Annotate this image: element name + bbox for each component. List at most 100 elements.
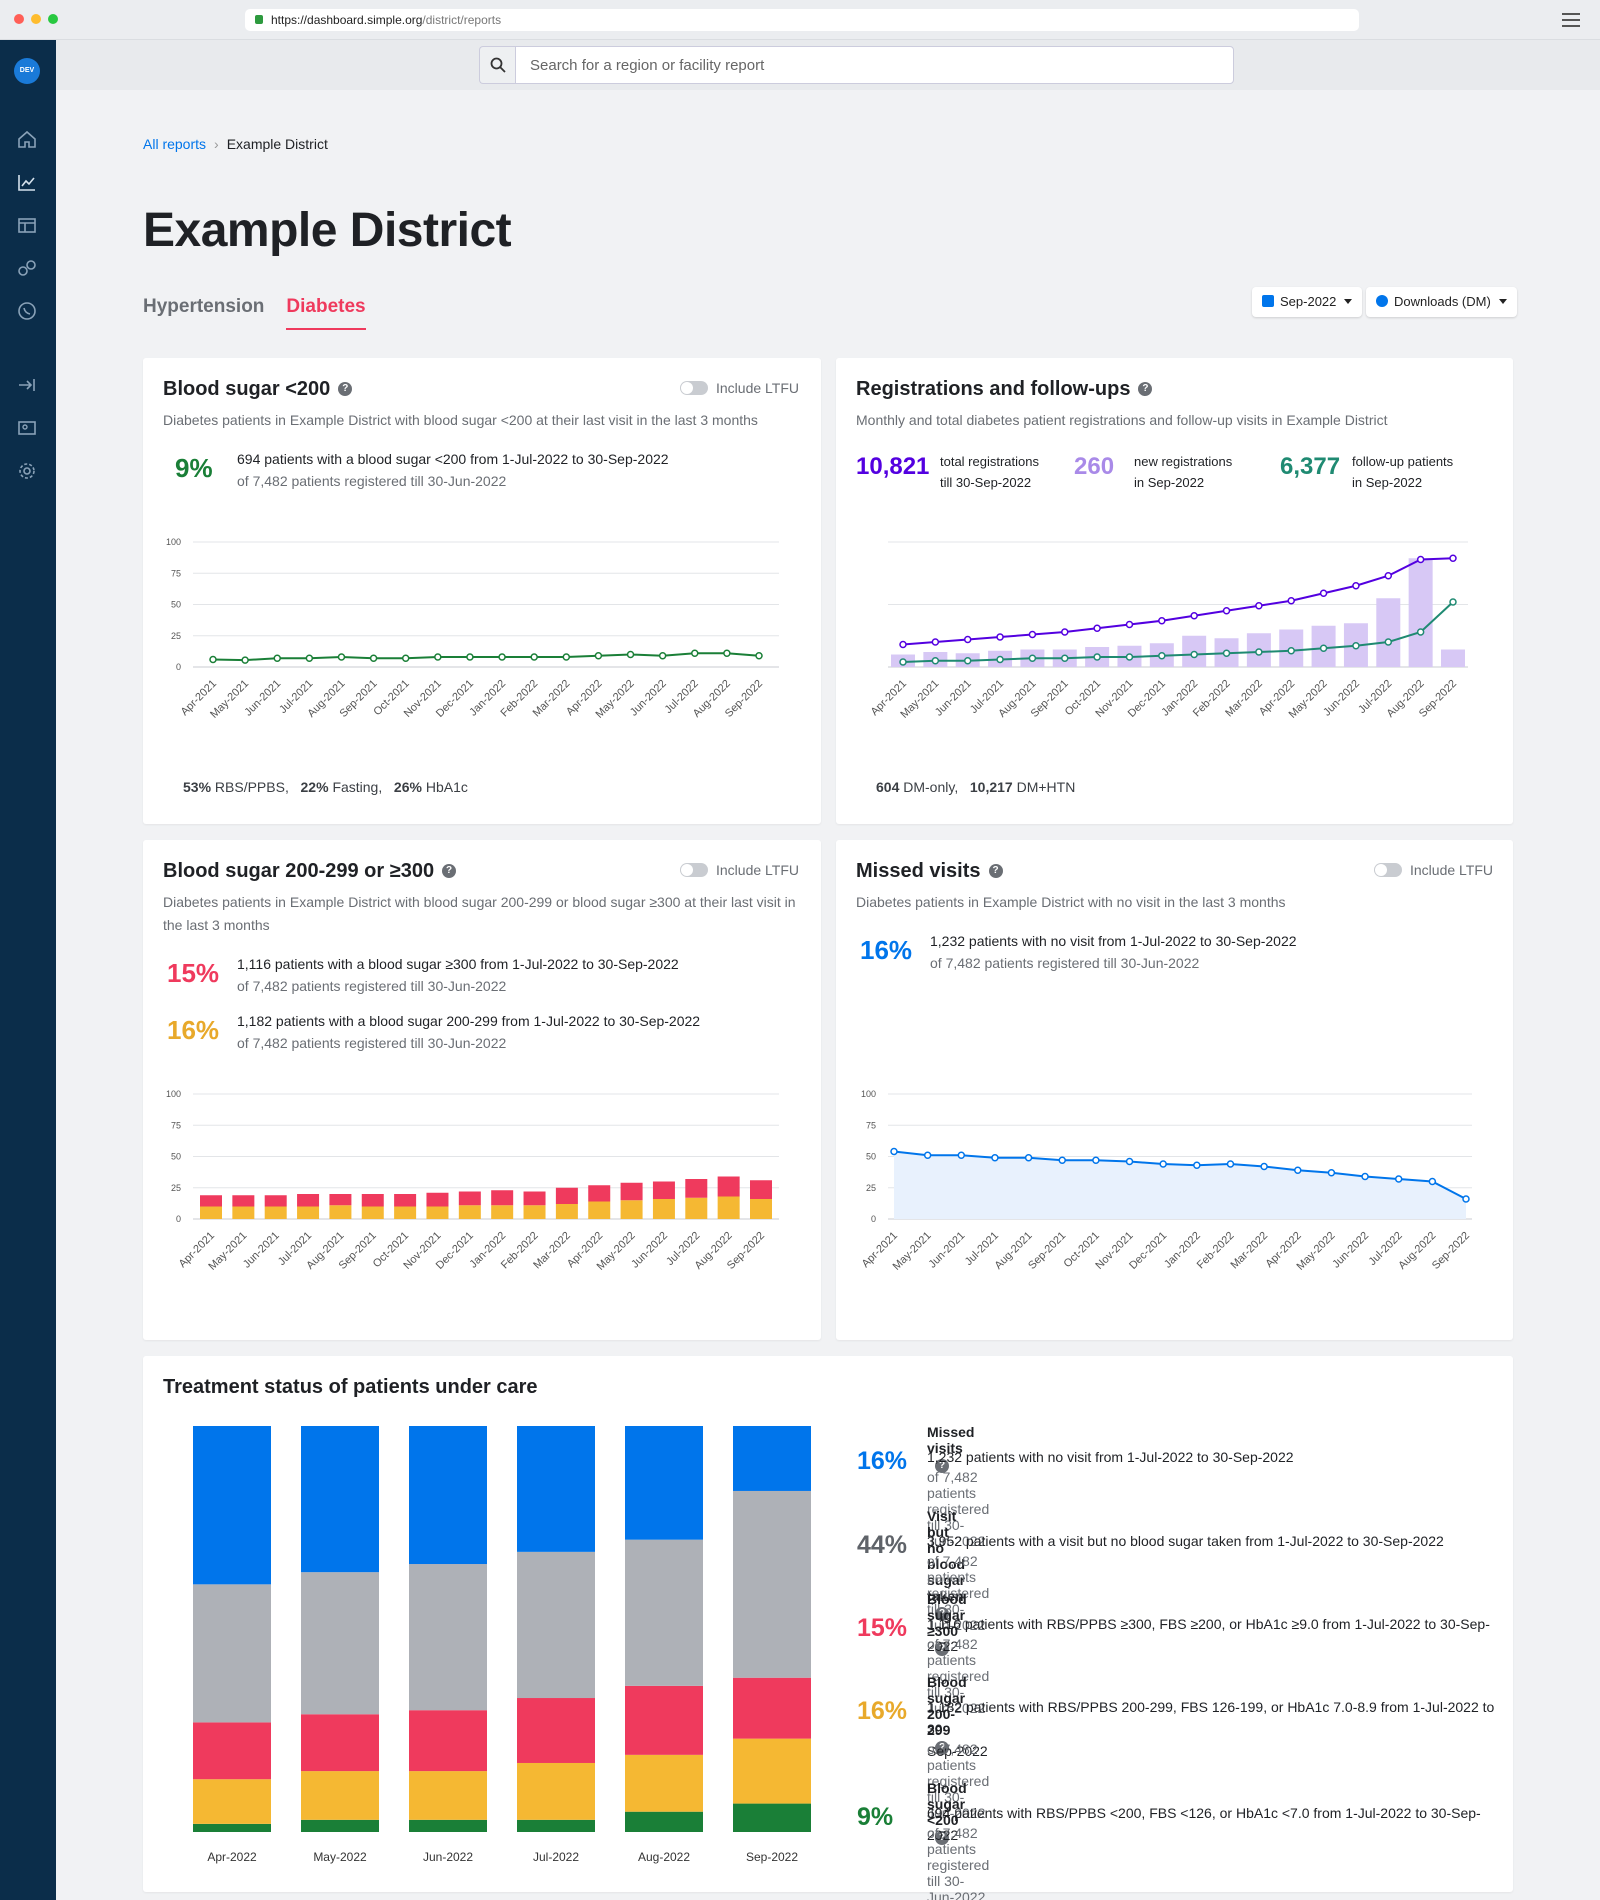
- bar-below-200: [409, 1819, 487, 1832]
- caret-down-icon: [1498, 299, 1507, 304]
- y-tick-label: 100: [861, 1089, 876, 1099]
- total-registrations-line: [902, 557, 1454, 646]
- data-point: [1222, 607, 1231, 615]
- bar-visit-no-bs: [301, 1572, 379, 1715]
- card-title: Treatment status of patients under care: [163, 1376, 538, 1398]
- bar-missed-visits: [301, 1426, 379, 1573]
- search-input[interactable]: [515, 46, 1234, 84]
- data-point: [1260, 1162, 1268, 1171]
- card-subtitle: Monthly and total diabetes patient regis…: [856, 412, 1388, 428]
- help-icon[interactable]: ?: [935, 1642, 949, 1656]
- bar-above-300: [193, 1722, 271, 1780]
- search-button[interactable]: [479, 46, 515, 84]
- data-point: [337, 653, 346, 661]
- data-point: [1462, 1195, 1470, 1203]
- y-tick-label: 50: [866, 1152, 876, 1162]
- period-value: Sep-2022: [1280, 294, 1337, 309]
- toggle-switch[interactable]: [1374, 863, 1402, 877]
- bar-missed-visits: [517, 1426, 595, 1552]
- help-icon[interactable]: ?: [338, 382, 353, 396]
- close-window-button[interactable]: [14, 14, 24, 24]
- minimize-window-button[interactable]: [31, 14, 41, 24]
- y-tick-label: 0: [176, 1214, 181, 1224]
- legend-sub: of 7,482 patients registered till 30-Jun…: [927, 1469, 990, 1549]
- y-tick-label: 75: [171, 1120, 181, 1130]
- home-icon[interactable]: [16, 128, 38, 150]
- tab-hypertension[interactable]: Hypertension: [143, 296, 265, 317]
- data-point: [369, 654, 378, 662]
- menu-icon[interactable]: [1562, 13, 1580, 31]
- admin-icon[interactable]: [16, 417, 38, 439]
- include-ltfu-toggle[interactable]: Include LTFU: [680, 380, 799, 396]
- data-point: [1416, 555, 1425, 564]
- help-icon[interactable]: ?: [935, 1741, 949, 1755]
- bar-200-299: [458, 1205, 481, 1219]
- toggle-switch[interactable]: [680, 863, 708, 877]
- breadcrumb-all-reports-link[interactable]: All reports: [143, 136, 207, 152]
- legend-percent: 16%: [857, 1447, 908, 1475]
- table-icon[interactable]: [16, 214, 38, 236]
- include-ltfu-toggle[interactable]: Include LTFU: [680, 862, 799, 878]
- include-ltfu-toggle[interactable]: Include LTFU: [1374, 862, 1493, 878]
- controlled-sub: of 7,482 patients registered till 30-Jun…: [237, 473, 507, 489]
- url-host: https://dashboard.simple.org: [271, 13, 423, 27]
- data-point: [1093, 653, 1101, 661]
- data-point: [1125, 653, 1134, 661]
- new-registrations-value: 260: [1074, 453, 1115, 480]
- data-point: [1294, 1166, 1302, 1174]
- toggle-switch[interactable]: [680, 381, 708, 395]
- settings-gear-icon[interactable]: [16, 460, 38, 482]
- logo[interactable]: DEV: [14, 58, 40, 84]
- bar-200-299: [264, 1206, 287, 1219]
- data-point: [1058, 1156, 1066, 1164]
- data-point: [1449, 598, 1457, 606]
- above-300-sub: of 7,482 patients registered till 30-Jun…: [237, 978, 507, 994]
- tab-diabetes[interactable]: Diabetes: [286, 296, 366, 330]
- data-point: [1327, 1169, 1336, 1177]
- data-point: [1428, 1177, 1437, 1186]
- help-icon[interactable]: ?: [935, 1831, 949, 1845]
- phone-icon[interactable]: [16, 300, 38, 322]
- data-point: [991, 1154, 999, 1162]
- bar-missed-visits: [193, 1426, 271, 1585]
- missed-area-fill: [894, 1151, 1466, 1219]
- data-point: [658, 652, 667, 660]
- medications-icon[interactable]: [16, 257, 38, 279]
- help-icon[interactable]: ?: [935, 1607, 949, 1621]
- data-point: [498, 653, 506, 661]
- data-point: [1158, 617, 1166, 625]
- bar-above-300: [588, 1185, 611, 1202]
- bar-above-300: [620, 1182, 643, 1201]
- x-tick-label: Mar-2022: [1228, 1230, 1270, 1272]
- y-tick-label: 100: [166, 1089, 181, 1099]
- card-blood-sugar-controlled: Blood sugar <200? Include LTFU Diabetes …: [143, 358, 821, 824]
- calendar-icon: [1262, 295, 1274, 307]
- legend-sub: of 7,482 patients registered till 30-Jun…: [927, 1825, 990, 1900]
- data-point: [305, 654, 314, 662]
- y-tick-label: 100: [166, 537, 181, 547]
- new-registrations-bar: [1376, 598, 1401, 667]
- period-selector[interactable]: Sep-2022: [1252, 287, 1363, 317]
- legend-main: 1,232 patients with no visit from 1-Jul-…: [927, 1449, 1294, 1465]
- help-icon[interactable]: ?: [988, 864, 1003, 878]
- new-registrations-bar: [1408, 558, 1433, 667]
- lock-icon: [255, 15, 263, 24]
- bar-200-299: [329, 1205, 352, 1219]
- card-title: Registrations and follow-ups?: [856, 378, 1153, 401]
- data-point: [1061, 654, 1069, 662]
- card-subtitle: Diabetes patients in Example District wi…: [163, 412, 758, 428]
- help-icon[interactable]: ?: [1138, 382, 1153, 396]
- help-icon[interactable]: ?: [442, 864, 457, 878]
- downloads-dropdown[interactable]: Downloads (DM): [1366, 287, 1517, 317]
- maximize-window-button[interactable]: [48, 14, 58, 24]
- x-tick-label: Aug-2022: [638, 1850, 690, 1864]
- help-icon[interactable]: ?: [935, 1459, 949, 1473]
- bar-200-299: [301, 1771, 379, 1820]
- card-title: Missed visits?: [856, 860, 1003, 883]
- y-tick-label: 50: [171, 600, 181, 610]
- address-bar[interactable]: https://dashboard.simple.org/district/re…: [245, 9, 1359, 31]
- legend-main: 694 patients with RBS/PPBS <200, FBS <12…: [927, 1805, 1481, 1843]
- bar-200-299: [523, 1205, 546, 1219]
- sign-out-icon[interactable]: [16, 374, 38, 396]
- reports-chart-icon[interactable]: [16, 171, 38, 193]
